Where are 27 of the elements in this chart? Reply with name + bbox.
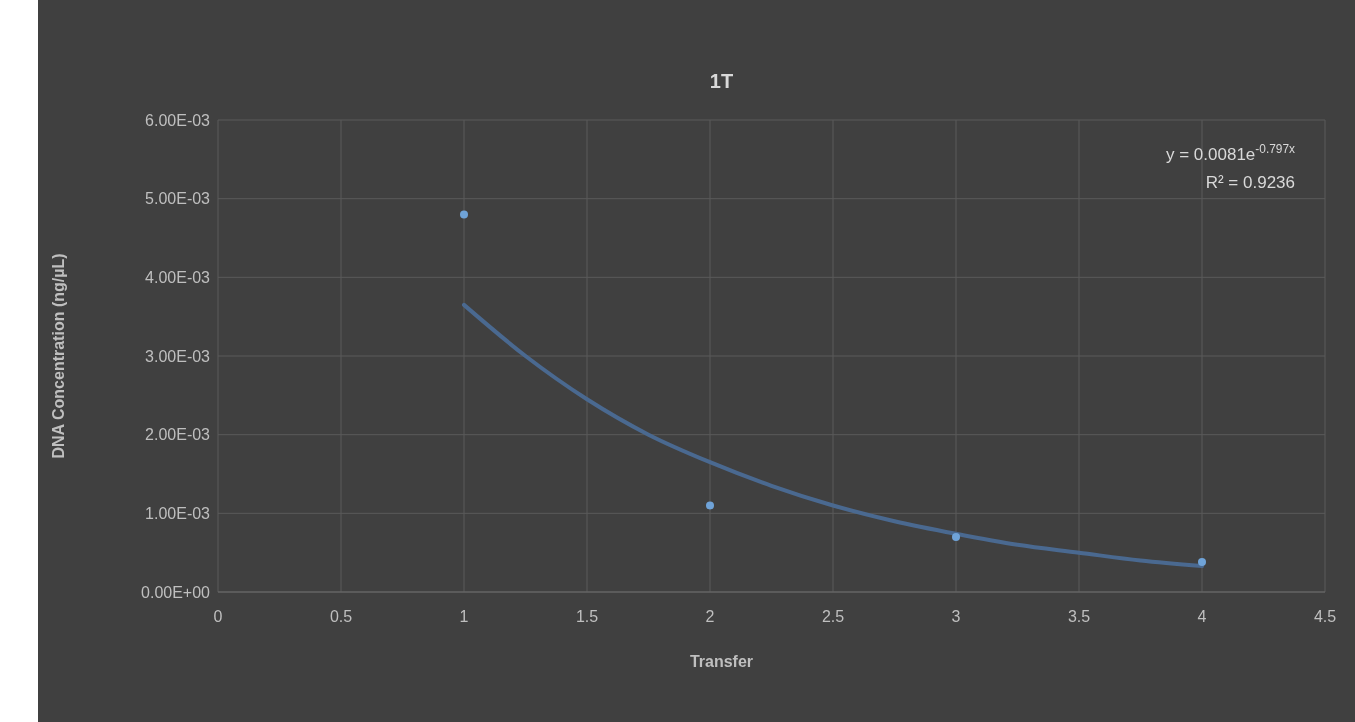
x-tick-label: 4.5 bbox=[1313, 608, 1337, 625]
y-axis-title: DNA Concentration (ng/µL) bbox=[50, 253, 67, 459]
x-tick-label: 4 bbox=[1197, 608, 1207, 625]
y-tick-label: 3.00E-03 bbox=[145, 347, 211, 365]
x-tick-label: 2 bbox=[705, 608, 715, 625]
x-tick-label: 3 bbox=[951, 608, 961, 625]
annotation: R² = 0.9236 bbox=[1205, 173, 1295, 192]
y-tick-label: 4.00E-03 bbox=[145, 268, 211, 286]
x-tick-label: 0.5 bbox=[329, 608, 353, 625]
x-tick-label: 1.5 bbox=[575, 608, 599, 625]
y-tick-label: 0.00E+00 bbox=[141, 583, 211, 601]
x-tick-label: 2.5 bbox=[821, 608, 845, 625]
x-axis-title: Transfer bbox=[689, 653, 754, 670]
annotation: y = 0.0081e$^{-0.797x}$ bbox=[1166, 142, 1296, 164]
line-series bbox=[462, 302, 1204, 569]
y-tick-label: 6.00E-03 bbox=[145, 111, 211, 129]
point bbox=[706, 501, 714, 510]
point bbox=[952, 532, 960, 541]
y-tick-label: 5.00E-03 bbox=[145, 190, 211, 208]
x-tick-label: 1 bbox=[459, 608, 469, 625]
x-tick-label: 3.5 bbox=[1067, 608, 1091, 625]
y-tick-label: 1.00E-03 bbox=[145, 504, 211, 522]
point bbox=[460, 210, 468, 219]
y-tick-label: 2.00E-03 bbox=[145, 426, 211, 444]
point bbox=[1198, 558, 1206, 567]
chart-title: 1T bbox=[709, 70, 734, 92]
x-tick-label: 0 bbox=[213, 608, 223, 625]
